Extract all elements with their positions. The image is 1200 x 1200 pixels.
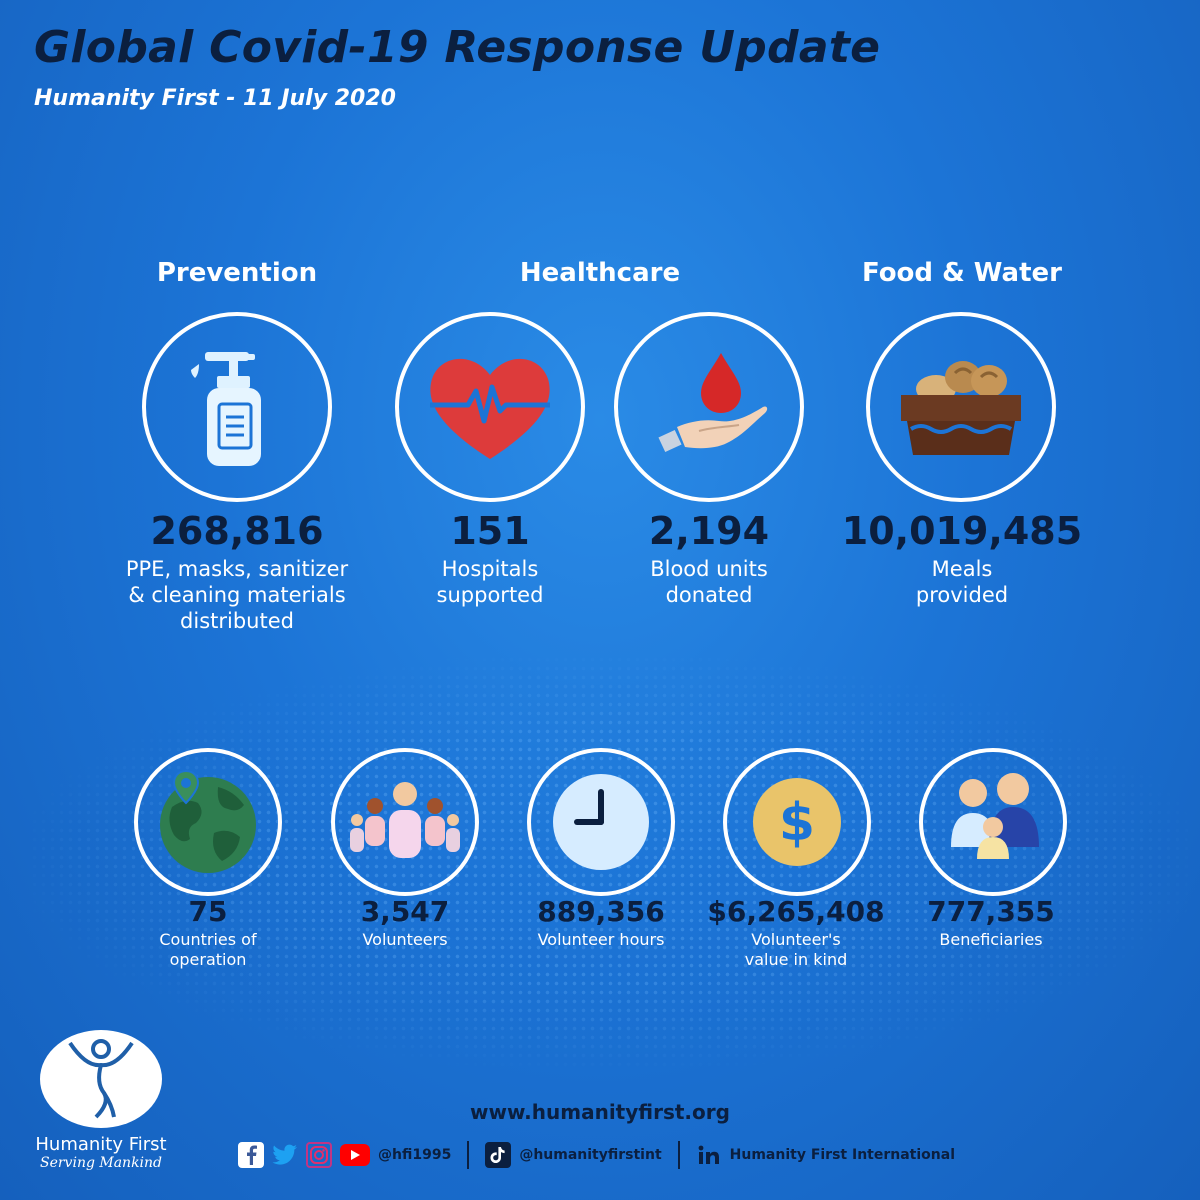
website-link[interactable]: www.humanityfirst.org [470,1100,730,1124]
stat-blood: 2,194 Blood units donated [559,508,859,608]
handle-humanityfirstint[interactable]: @humanityfirstint [519,1147,662,1163]
handle-linkedin[interactable]: Humanity First International [729,1147,955,1163]
logo-tagline: Serving Mankind [39,1155,163,1171]
stat-value: 3,547 [360,895,450,928]
category-food-water: Food & Water [861,258,1062,288]
stat-value: 268,816 [150,509,324,553]
family-icon [951,773,1039,859]
twitter-icon[interactable] [272,1142,298,1168]
divider [467,1141,470,1169]
page-title: Global Covid-19 Response Update [34,22,881,73]
hospitals-circle [395,312,585,502]
stat-countries: 75 Countries of operation [108,894,308,970]
divider [677,1141,680,1169]
value-circle: $ [723,748,871,896]
heart-pulse-icon [430,358,550,459]
prevention-circle [142,312,332,502]
category-healthcare: Healthcare [519,258,681,288]
stat-label: Hospitals supported [436,557,544,607]
stat-label: Beneficiaries [939,930,1043,949]
food-basket-icon [901,361,1021,455]
beneficiaries-circle [919,748,1067,896]
stat-value: 75 [188,895,228,928]
meals-circle [866,312,1056,502]
stat-value: $6,265,408 [707,895,885,928]
stat-value: 151 [450,509,530,553]
stat-label: Blood units donated [650,557,768,607]
facebook-icon[interactable] [238,1142,264,1168]
sanitizer-bottle-icon [191,352,261,466]
stat-value: 889,356 [537,895,665,928]
clock-icon [553,774,649,870]
blood-donation-icon [658,353,768,453]
humanity-first-logo: Humanity First Serving Mankind [26,1030,176,1171]
person-emblem-icon [68,1039,134,1119]
stat-beneficiaries: 777,355 Beneficiaries [891,894,1091,950]
stat-value: 777,355 [927,895,1055,928]
stat-label: Volunteers [362,930,448,949]
stat-volunteer-hours: 889,356 Volunteer hours [501,894,701,950]
youtube-icon[interactable] [340,1144,370,1166]
stat-label: Volunteer's value in kind [744,930,848,969]
stat-label: PPE, masks, sanitizer & cleaning materia… [125,557,349,633]
logo-emblem [40,1030,162,1128]
instagram-icon[interactable] [306,1142,332,1168]
social-bar: @hfi1995 @humanityfirstint Humanity Firs… [238,1140,955,1170]
volunteers-circle [331,748,479,896]
people-group-icon [350,782,460,858]
stat-hospitals: 151 Hospitals supported [340,508,640,608]
stat-label: Meals provided [915,557,1009,607]
hours-circle [527,748,675,896]
countries-circle [134,748,282,896]
stat-value: 2,194 [648,509,770,553]
svg-text:$: $ [779,793,815,853]
dollar-coin-icon: $ [753,778,841,866]
stat-value: 10,019,485 [841,509,1083,553]
category-prevention: Prevention [156,258,318,288]
logo-name: Humanity First [35,1134,167,1155]
stat-value-in-kind: $6,265,408 Volunteer's value in kind [696,894,896,970]
handle-hfi1995[interactable]: @hfi1995 [378,1147,452,1163]
linkedin-icon[interactable] [696,1142,722,1168]
globe-location-icon [160,769,256,873]
tiktok-icon[interactable] [485,1142,512,1168]
blood-circle [614,312,804,502]
stat-label: Countries of operation [159,930,257,969]
stat-ppe: 268,816 PPE, masks, sanitizer & cleaning… [87,508,387,634]
stat-label: Volunteer hours [537,930,665,949]
page-subtitle: Humanity First - 11 July 2020 [34,86,396,111]
stat-volunteers: 3,547 Volunteers [305,894,505,950]
stat-meals: 10,019,485 Meals provided [812,508,1112,608]
